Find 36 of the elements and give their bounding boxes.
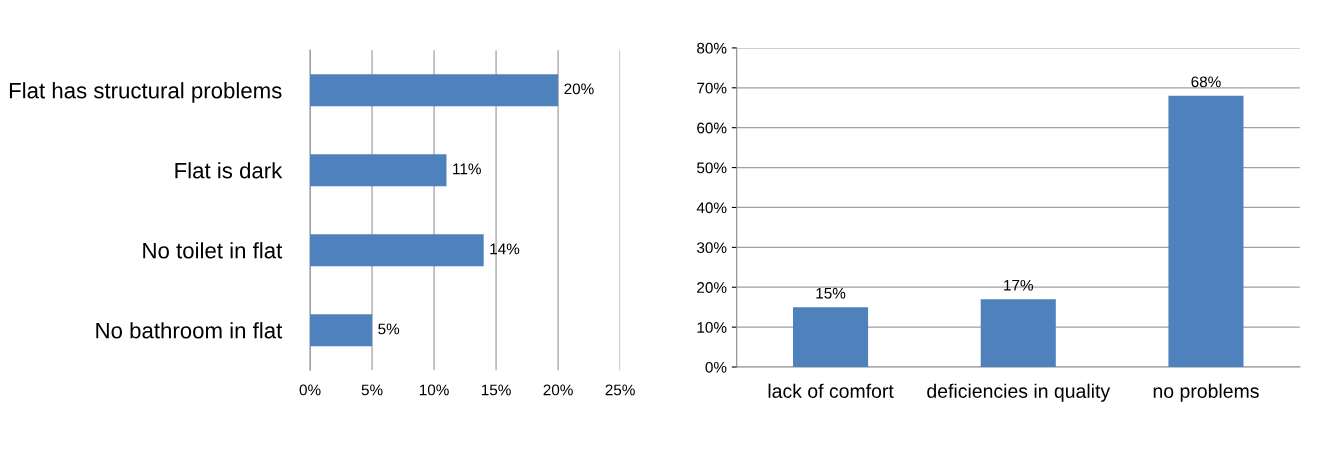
y-tick-label: No toilet in flat — [143, 242, 283, 259]
bar — [1168, 95, 1244, 368]
y-tick-label: 50% — [697, 162, 727, 174]
x-tick-label: deficiencies in quality — [927, 383, 1111, 402]
y-tick-label: 20% — [697, 282, 727, 293]
bar — [310, 74, 559, 107]
x-tick-label: lack of comfort — [768, 383, 894, 398]
data-label: 20% — [564, 83, 594, 95]
bar — [310, 154, 447, 187]
data-label: 14% — [490, 243, 520, 255]
data-label: 15% — [816, 287, 846, 299]
x-tick-label: 15% — [481, 384, 511, 396]
y-tick-label: No bathroom in flat — [96, 322, 283, 339]
data-label: 11% — [453, 163, 481, 175]
bar — [310, 314, 373, 347]
data-label: 68% — [1191, 76, 1221, 88]
bar — [310, 234, 484, 267]
y-tick-label: 10% — [697, 322, 727, 333]
x-tick-label: no problems — [1153, 383, 1259, 402]
y-tick-label: 80% — [697, 42, 727, 54]
bar — [793, 307, 869, 368]
data-label: 17% — [1004, 279, 1034, 291]
y-tick-label: 60% — [697, 122, 727, 134]
y-tick-label: Flat is dark — [175, 162, 283, 179]
y-tick-label: Flat has structural problems — [9, 82, 282, 103]
bar — [980, 299, 1056, 368]
x-tick-label: 25% — [605, 384, 635, 396]
x-tick-label: 10% — [419, 384, 449, 396]
x-tick-label: 20% — [543, 384, 573, 396]
y-tick-label: 0% — [705, 361, 727, 373]
data-label: 5% — [378, 323, 400, 335]
x-tick-label: 5% — [361, 384, 383, 396]
y-tick-label: 30% — [696, 242, 727, 254]
y-tick-label: 70% — [697, 82, 727, 94]
x-tick-label: 0% — [299, 384, 321, 396]
y-tick-label: 40% — [696, 202, 727, 214]
